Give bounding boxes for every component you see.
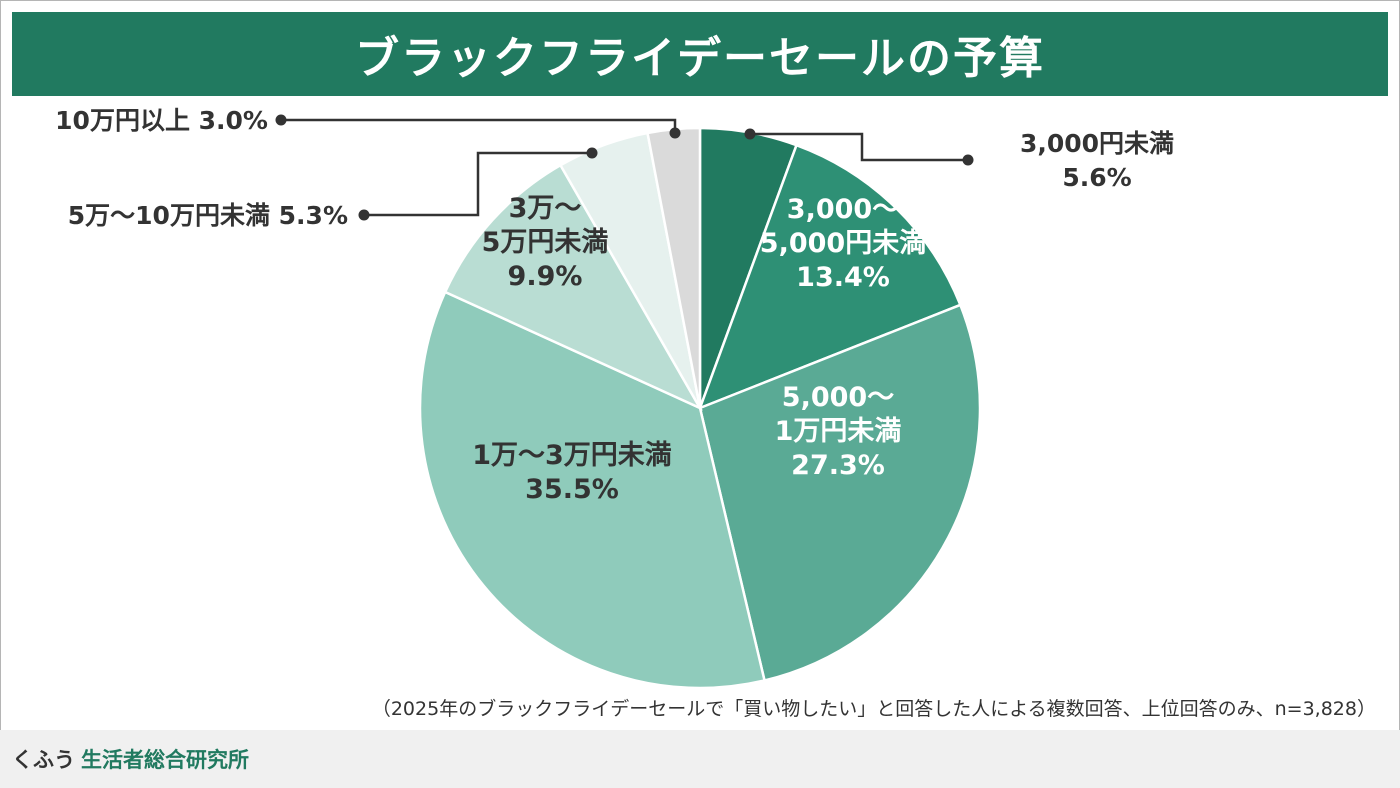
callout-dot (962, 154, 974, 166)
pie-slice (697, 143, 962, 411)
slice-label: 5,000～ 1万円未満 27.3% (775, 382, 902, 481)
callout-dot (586, 147, 598, 159)
pie-slice (698, 303, 982, 682)
slice-label: 5万～10万円未満 5.3% (68, 201, 348, 230)
pie-slice (443, 163, 704, 411)
pie-slice (418, 290, 767, 690)
callout-line (750, 132, 968, 162)
callout-dot (358, 209, 370, 221)
brand-logo: くふう 生活者総合研究所 (12, 744, 249, 774)
survey-note: （2025年のブラックフライデーセールで「買い物したい」と回答した人による複数回… (371, 698, 1376, 720)
callout-line (364, 151, 592, 217)
callout-line (281, 118, 677, 133)
callout-dot (669, 127, 681, 139)
callout-dot (744, 128, 756, 140)
pie-labels: 3,000円未満 5.6% 3,000～ 5,000円未満 13.4% 5,000～ 1万円… (55, 106, 1174, 505)
slice-label: 3,000円未満 5.6% (1020, 129, 1174, 192)
brand-name: 生活者総合研究所 (81, 748, 249, 772)
pie-chart: 3,000円未満 5.6% 3,000～ 5,000円未満 13.4% 5,000～ 1万円… (55, 106, 1174, 690)
pie-slices (418, 126, 982, 690)
slice-label: 3,000～ 5,000円未満 13.4% (760, 194, 926, 293)
slice-label: 1万～3万円未満 35.5% (472, 440, 672, 505)
title-bar: ブラックフライデーセールの予算 (12, 12, 1388, 96)
slice-label: 3万～ 5万円未満 9.9% (482, 193, 609, 292)
callout-dot (275, 114, 287, 126)
brand-prefix: くふう (12, 748, 75, 772)
slice-label: 10万円以上 3.0% (55, 106, 268, 135)
chart-title: ブラックフライデーセールの予算 (355, 33, 1045, 84)
footer: くふう 生活者総合研究所 (0, 730, 1400, 788)
